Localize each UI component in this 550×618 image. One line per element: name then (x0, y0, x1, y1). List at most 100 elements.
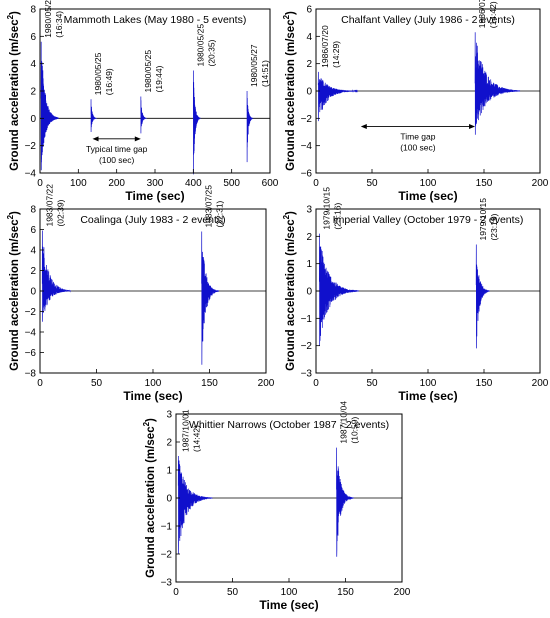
y-tick-label: −4 (301, 141, 313, 152)
y-axis-label-close: ) (9, 211, 21, 215)
y-tick-label: 0 (306, 287, 312, 298)
x-tick-label: 0 (37, 178, 43, 189)
seismic-trace-event-4 (246, 90, 254, 163)
event-time-label: (14:42) (191, 425, 201, 452)
event-date-label: 1987/10/04 (338, 401, 348, 444)
x-axis-label: Time (sec) (398, 189, 457, 203)
event-time-label: (10:59) (349, 416, 359, 443)
y-tick-label: 3 (166, 410, 172, 421)
x-tick-label: 0 (313, 178, 319, 189)
event-time-label: (16:49) (104, 68, 114, 95)
x-tick-label: 200 (532, 378, 549, 389)
event-annotation-0: 1987/10/01 (14:42) (180, 409, 201, 452)
y-axis-label-close: ) (145, 418, 157, 422)
event-time-label: (23:16) (332, 202, 342, 229)
chart-panel-2: 1983/07/22 (02:39) 1983/07/25 (22:31) 0 50 100… (6, 184, 275, 403)
x-tick-label: 100 (420, 178, 437, 189)
y-tick-label: −2 (25, 141, 37, 152)
y-tick-label: 6 (306, 5, 312, 16)
seismic-trace-event-1 (336, 447, 354, 557)
event-annotation-1: 1986/07/21 (14:42) (477, 0, 498, 28)
y-tick-label: 4 (30, 59, 36, 70)
event-time-label: (16:34) (54, 11, 64, 38)
y-tick-label: 4 (306, 32, 312, 43)
chart-panel-4: 1987/10/01 (14:42) 1987/10/04 (10:59) 0 50 100… (142, 401, 411, 612)
chart-panel-0: 1980/05/25 (16:34)1980/05/25 (16:49) 1980/0… (6, 0, 279, 203)
x-axis-label: Time (sec) (259, 598, 318, 612)
y-tick-label: 0 (30, 114, 36, 125)
seismic-trace-event-2 (140, 96, 147, 134)
x-tick-label: 300 (147, 178, 164, 189)
chart-title: Chalfant Valley (July 1986 - 2 events) (341, 14, 515, 26)
chart-title: Coalinga (July 1983 - 2 events) (80, 214, 225, 226)
y-tick-label: −3 (161, 578, 173, 589)
x-tick-label: 500 (223, 178, 240, 189)
x-tick-label: 100 (420, 378, 437, 389)
event-annotation-1: 1979/10/15 (23:19) (478, 198, 499, 241)
x-axis-label: Time (sec) (125, 189, 184, 203)
time-gap-annotation: Time gap(100 sec) (360, 124, 476, 153)
event-annotation-0: 1983/07/22 (02:39) (44, 184, 65, 227)
event-annotation-0: 1979/10/15 (23:16) (321, 187, 342, 230)
chart-title: Mammoth Lakes (May 1980 - 5 events) (64, 14, 247, 26)
x-axis-label: Time (sec) (398, 389, 457, 403)
chart-title: Imperial Valley (October 1979 - 2 events… (333, 214, 524, 226)
y-tick-label: −4 (25, 169, 37, 180)
x-tick-label: 200 (108, 178, 125, 189)
y-tick-label: 2 (306, 59, 312, 70)
x-tick-label: 0 (313, 378, 319, 389)
event-date-label: 1986/07/20 (320, 25, 330, 68)
event-time-label: (14:42) (488, 1, 498, 28)
y-axis-label-sup: 2 (142, 421, 151, 426)
y-tick-label: −2 (25, 307, 37, 318)
chart-panel-1: 1986/07/20 (14:29) 1986/07/21 (14:42) 0 50 100… (282, 0, 549, 203)
y-tick-label: −2 (161, 550, 173, 561)
event-time-label: (14:29) (331, 41, 341, 68)
event-annotation-2: 1980/05/25 (19:44) (143, 50, 164, 93)
y-axis-label-text: Ground acceleration (m/sec (145, 426, 157, 578)
event-date-label: 1979/10/15 (478, 198, 488, 241)
y-tick-label: −4 (25, 328, 37, 339)
x-tick-label: 600 (262, 178, 279, 189)
seismic-trace-event-1 (474, 32, 521, 135)
x-tick-label: 150 (201, 378, 218, 389)
event-date-label: 1983/07/22 (44, 184, 54, 227)
y-axis-label-sup: 2 (6, 14, 15, 19)
x-tick-label: 150 (476, 178, 493, 189)
y-tick-label: −2 (301, 114, 313, 125)
x-tick-label: 400 (185, 178, 202, 189)
x-tick-label: 100 (70, 178, 87, 189)
seismic-trace-event-3 (192, 70, 201, 175)
x-tick-label: 50 (91, 378, 103, 389)
chart-title: Whittier Narrows (October 1987 - 2 event… (189, 419, 389, 431)
y-tick-label: −6 (25, 348, 37, 359)
y-axis-label-close: ) (285, 11, 297, 15)
event-date-label: 1980/05/25 (93, 52, 103, 95)
gap-arrow-left-head (360, 124, 367, 130)
y-tick-label: 0 (30, 287, 36, 298)
event-date-label: 1980/05/25 (143, 50, 153, 93)
y-tick-label: −1 (161, 522, 173, 533)
y-axis-label: Ground acceleration (m/sec2) (6, 11, 21, 171)
y-tick-label: −6 (301, 169, 313, 180)
chart-panel-3: 1979/10/15 (23:16) 1979/10/15 (23:19)0 50 100… (282, 187, 549, 403)
x-tick-label: 200 (394, 587, 411, 598)
gap-value: (100 sec) (99, 155, 135, 165)
event-date-label: 1980/05/27 (249, 44, 259, 87)
event-time-label: (14:51) (260, 60, 270, 87)
x-tick-label: 200 (258, 378, 275, 389)
y-tick-label: 8 (30, 5, 36, 16)
y-axis-label-close: ) (285, 211, 297, 215)
event-annotation-4: 1980/05/27 (14:51) (249, 44, 270, 87)
event-date-label: 1980/05/25 (43, 0, 53, 38)
y-tick-label: 1 (306, 259, 312, 270)
event-annotation-1: 1983/07/25 (22:31) (204, 185, 225, 228)
y-axis-label-sup: 2 (282, 214, 291, 219)
x-tick-label: 200 (532, 178, 549, 189)
seismic-trace-event-0 (177, 455, 213, 555)
y-tick-label: 8 (30, 205, 36, 216)
time-gap-annotation: Typical time gap(100 sec) (86, 136, 148, 165)
x-tick-label: 150 (337, 587, 354, 598)
event-annotation-3: 1980/05/25 (20:35) (195, 24, 216, 67)
y-axis-label-close: ) (9, 11, 21, 15)
